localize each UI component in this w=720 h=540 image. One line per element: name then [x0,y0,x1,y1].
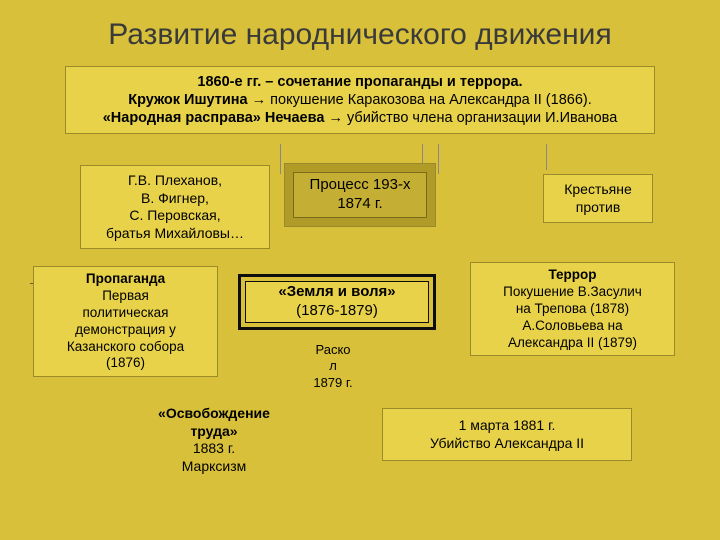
peasants-l1: Крестьяне [548,181,648,199]
connector-line [280,144,281,174]
raskol-l3: 1879 г. [303,375,363,391]
zemlya-l2: (1876-1879) [246,302,428,321]
osv-l3: 1883 г. [124,440,304,458]
raskol-l1: Раско [303,342,363,358]
mar1881-l1: 1 марта 1881 г. [389,417,625,435]
top-summary-box: 1860-е гг. – сочетание пропаганды и терр… [65,66,655,134]
people-l2: В. Фигнер, [85,190,265,208]
zemlya-inner: «Земля и воля» (1876-1879) [245,281,429,323]
osvobozhdenie-box: «Освобождение труда» 1883 г. Марксизм [124,405,304,475]
top-line1: 1860-е гг. – сочетание пропаганды и терр… [197,74,522,90]
terror-box: Террор Покушение В.Засулич на Трепова (1… [470,262,675,356]
terror-l3: А.Соловьева на [477,318,668,335]
prop-l1: Первая [40,288,211,305]
prop-l2: политическая [40,305,211,322]
connector-line [438,144,439,174]
prop-l4: Казанского собора [40,339,211,356]
osv-l4: Марксизм [124,458,304,476]
top-line3-rest: → убийство члена организации И.Иванова [324,110,617,126]
prop-l5: (1876) [40,355,211,372]
raskol-l2: л [303,358,363,374]
process-box: Процесс 193-х 1874 г. [284,163,436,227]
mar1881-l2: Убийство Александра II [389,435,625,453]
zemlya-box: «Земля и воля» (1876-1879) [238,274,436,330]
terror-l2: на Трепова (1878) [477,301,668,318]
people-box: Г.В. Плеханов, В. Фигнер, С. Перовская, … [80,165,270,249]
osv-l2: труда» [190,423,237,439]
peasants-l2: против [548,199,648,217]
peasants-box: Крестьяне против [543,174,653,223]
people-l4: братья Михайловы… [85,225,265,243]
people-l3: С. Перовская, [85,207,265,225]
zemlya-l1: «Земля и воля» [278,283,395,300]
people-l1: Г.В. Плеханов, [85,172,265,190]
top-line2-bold: Кружок Ишутина [128,92,247,108]
top-line2-rest: → покушение Каракозова на Александра II … [248,92,592,108]
slide-title: Развитие народнического движения [0,18,720,52]
prop-title: Пропаганда [86,271,165,286]
terror-l1: Покушение В.Засулич [477,284,668,301]
propaganda-box: Пропаганда Первая политическая демонстра… [33,266,218,377]
terror-title: Террор [548,267,596,282]
top-line3-bold: «Народная расправа» Нечаева [103,110,325,126]
osv-l1: «Освобождение [158,405,270,421]
prop-l3: демонстрация у [40,322,211,339]
terror-l4: Александра II (1879) [477,335,668,352]
process-inner: Процесс 193-х 1874 г. [293,172,427,218]
process-l2: 1874 г. [294,195,426,214]
march-1881-box: 1 марта 1881 г. Убийство Александра II [382,408,632,461]
process-l1: Процесс 193-х [294,176,426,195]
connector-line [546,144,547,170]
raskol-label: Раско л 1879 г. [303,342,363,391]
